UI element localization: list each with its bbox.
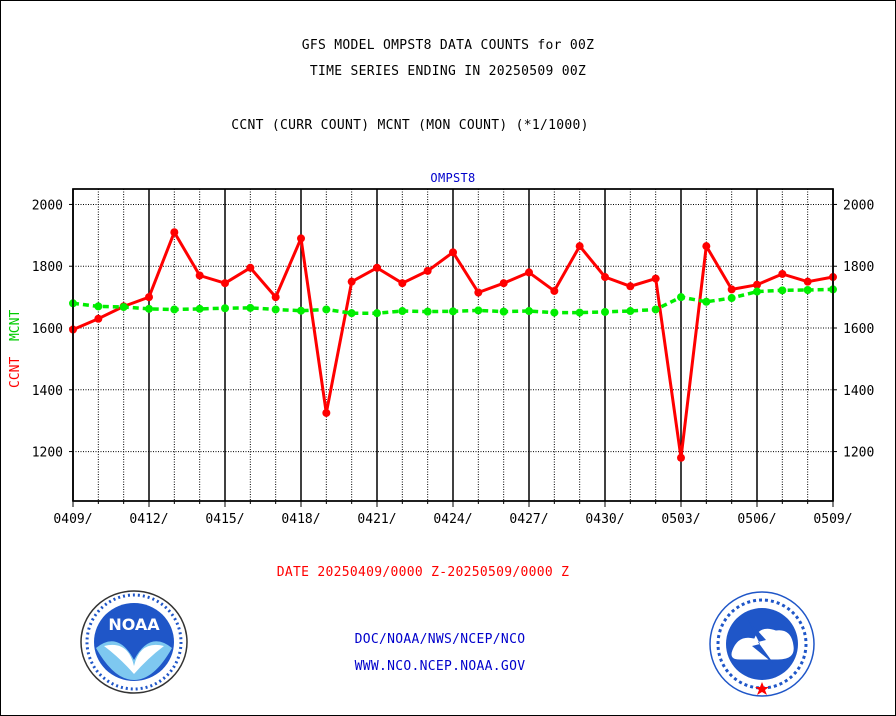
y-tick-label-left: 2000 (32, 198, 63, 213)
data-point-mcnt (94, 302, 103, 311)
y-tick-label-right: 2000 (843, 198, 874, 213)
data-point-mcnt (474, 306, 483, 315)
data-point-mcnt (727, 294, 736, 303)
noaa-logo-lettering (85, 593, 183, 691)
data-point-ccnt (246, 263, 255, 272)
plot-border (72, 188, 834, 502)
data-point-ccnt (803, 277, 812, 286)
x-tick-label: 0424/ (433, 512, 472, 527)
data-point-ccnt (170, 228, 179, 237)
data-point-ccnt (322, 408, 331, 417)
data-point-ccnt (626, 282, 635, 291)
data-point-ccnt (347, 277, 356, 286)
data-point-ccnt (221, 279, 229, 288)
footer-link-doc[interactable]: DOC/NOAA/NWS/NCEP/NCO (354, 632, 526, 647)
data-point-mcnt (170, 305, 179, 314)
x-tick-label: 0427/ (509, 512, 548, 527)
data-point-mcnt (297, 306, 305, 315)
noaa-logo-gull (104, 644, 164, 674)
nws-logo-lettering (716, 598, 808, 690)
noaa-logo: NOAA (80, 590, 188, 694)
noaa-logo-text: NOAA (108, 615, 160, 634)
data-point-ccnt (778, 269, 787, 278)
data-point-mcnt (525, 307, 533, 316)
data-point-mcnt (195, 304, 204, 313)
data-point-ccnt (525, 268, 533, 277)
data-point-ccnt (474, 288, 483, 297)
data-point-mcnt (550, 308, 559, 317)
y-tick-label-left: 1400 (32, 384, 63, 399)
data-point-ccnt (145, 293, 153, 302)
data-point-ccnt (195, 271, 204, 280)
footer-link-www[interactable]: WWW.NCO.NCEP.NOAA.GOV (354, 659, 526, 674)
data-point-ccnt (575, 242, 584, 251)
y-tick-label-left: 1600 (32, 322, 63, 337)
data-point-ccnt (651, 274, 660, 283)
y-tick-label-right: 1400 (843, 384, 874, 399)
data-point-ccnt (601, 273, 609, 282)
data-point-mcnt (347, 309, 356, 318)
data-point-mcnt (626, 307, 635, 316)
x-tick-label: 0421/ (357, 512, 396, 527)
y-tick-label-left: 1800 (32, 260, 63, 275)
panel-label: OMPST8 (430, 171, 476, 185)
data-point-ccnt (423, 266, 432, 275)
data-point-mcnt (271, 305, 280, 314)
x-tick-label: 0503/ (661, 512, 700, 527)
data-point-mcnt (803, 286, 812, 295)
chart-subtitle: TIME SERIES ENDING IN 20250509 00Z (309, 64, 587, 79)
x-tick-label: 0509/ (813, 512, 852, 527)
chart-title: GFS MODEL OMPST8 DATA COUNTS for 00Z (301, 38, 595, 53)
nws-logo-star (755, 682, 769, 695)
data-point-ccnt (550, 286, 559, 295)
data-point-ccnt (398, 279, 407, 288)
x-tick-label: 0418/ (281, 512, 320, 527)
data-point-mcnt (575, 308, 584, 317)
data-point-mcnt (499, 307, 508, 316)
data-point-mcnt (753, 287, 761, 296)
data-point-ccnt (499, 279, 508, 288)
y-tick-label-right: 1200 (843, 446, 874, 461)
data-point-mcnt (373, 309, 381, 318)
data-point-mcnt (601, 307, 609, 316)
nws-logo-cloud (730, 627, 795, 661)
data-point-ccnt (702, 242, 711, 251)
data-point-mcnt (702, 297, 711, 306)
data-point-mcnt (651, 305, 660, 314)
data-point-mcnt (423, 307, 432, 316)
y-tick-label-right: 1800 (843, 260, 874, 275)
data-point-mcnt (398, 307, 407, 316)
chart-subtitle-2: CCNT (CURR COUNT) MCNT (MON COUNT) (*1/1… (231, 118, 589, 133)
data-point-mcnt (449, 307, 457, 316)
x-tick-label: 0430/ (585, 512, 624, 527)
data-point-ccnt (373, 263, 381, 272)
nws-logo (709, 591, 815, 697)
data-point-mcnt (119, 303, 128, 312)
data-point-ccnt (753, 280, 761, 289)
data-point-mcnt (221, 304, 229, 313)
x-axis-label: DATE 20250409/0000 Z-20250509/0000 Z (276, 565, 570, 580)
data-point-ccnt (271, 293, 280, 302)
y-tick-label-right: 1600 (843, 322, 874, 337)
data-point-ccnt (677, 453, 685, 462)
x-tick-label: 0415/ (205, 512, 244, 527)
y-tick-label-left: 1200 (32, 446, 63, 461)
data-point-ccnt (297, 234, 305, 243)
x-tick-label: 0506/ (737, 512, 776, 527)
data-point-mcnt (778, 286, 787, 295)
data-point-mcnt (145, 304, 153, 313)
data-point-mcnt (322, 305, 331, 314)
data-point-mcnt (677, 293, 685, 302)
data-point-ccnt (727, 285, 736, 294)
x-tick-label: 0412/ (129, 512, 168, 527)
data-point-ccnt (449, 248, 457, 257)
data-point-mcnt (246, 303, 255, 312)
data-point-ccnt (94, 314, 103, 323)
nws-logo-lightning (748, 620, 774, 664)
x-tick-label: 0409/ (53, 512, 92, 527)
